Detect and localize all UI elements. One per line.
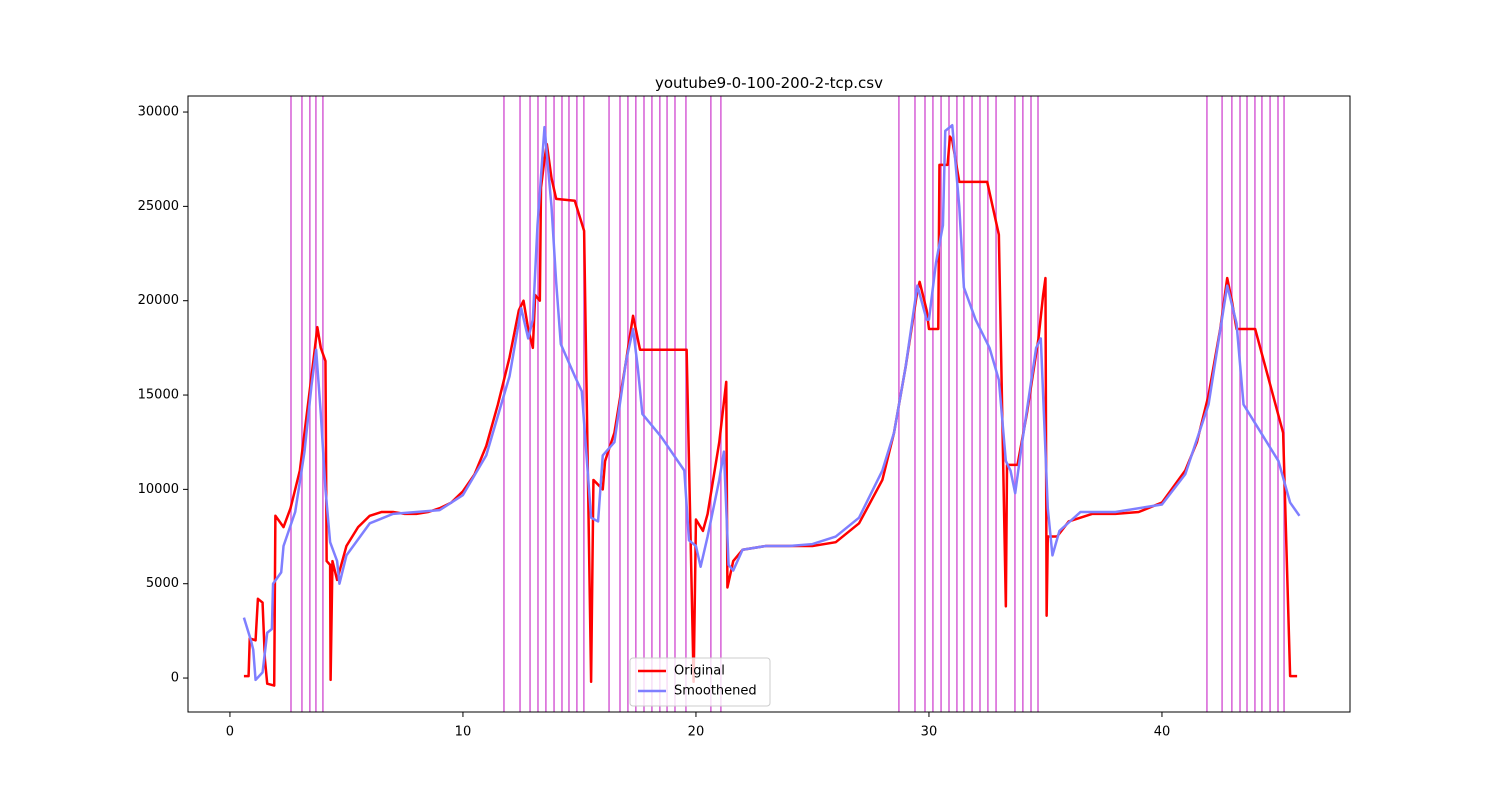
y-tick-label: 0: [171, 671, 179, 686]
y-tick-label: 20000: [138, 293, 179, 308]
y-tick-label: 10000: [138, 482, 179, 497]
y-tick-label: 5000: [146, 576, 179, 591]
chart-title: youtube9-0-100-200-2-tcp.csv: [655, 74, 883, 92]
y-tick-label: 15000: [138, 388, 179, 403]
series-line: [242, 123, 1301, 682]
x-tick-label: 30: [921, 725, 938, 740]
x-tick-label: 20: [688, 725, 705, 740]
y-tick-label: 30000: [138, 105, 179, 120]
y-tick-label: 25000: [138, 199, 179, 214]
series-line: [243, 135, 1298, 687]
x-tick-label: 0: [226, 725, 234, 740]
legend-label: Smoothened: [674, 684, 757, 699]
legend-label: Original: [674, 664, 725, 679]
plot-frame: [187, 95, 1351, 713]
x-tick-label: 40: [1154, 725, 1171, 740]
x-tick-label: 10: [455, 725, 472, 740]
